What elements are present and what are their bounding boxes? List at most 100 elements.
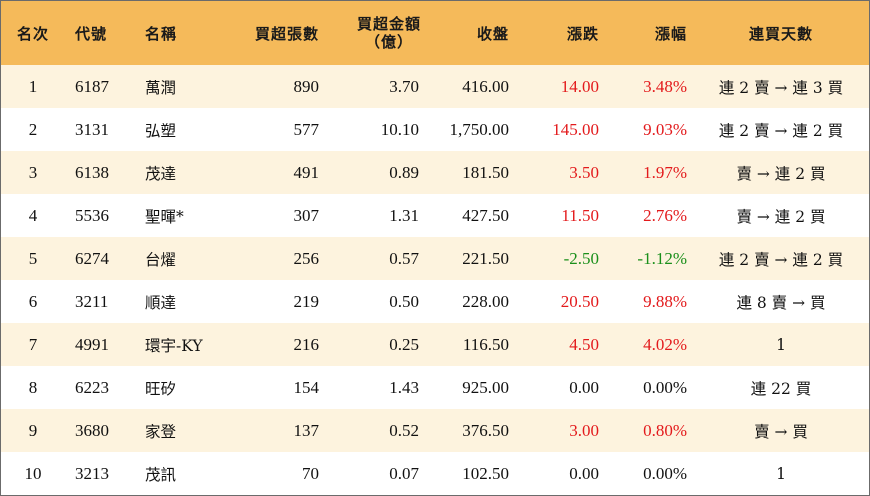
header-net-buy-amount-line1: 買超金額 <box>356 15 421 33</box>
cell-change-pct: 3.48% <box>643 76 687 96</box>
header-net-buy-amount[interactable]: 買超金額 （億） <box>321 1 421 65</box>
table-row[interactable]: 7 4991 環宇-KY 216 0.25 116.50 4.50 4.02% 1 <box>1 323 869 366</box>
cell-net-buy-lots: 216 <box>293 334 320 354</box>
cell-rank: 10 <box>24 463 42 483</box>
cell-code: 3680 <box>75 420 109 440</box>
table-row[interactable]: 9 3680 家登 137 0.52 376.50 3.00 0.80% 賣 → 買 <box>1 409 869 452</box>
cell-net-buy-lots: 890 <box>293 76 320 96</box>
cell-change-pct: 9.88% <box>643 291 687 311</box>
cell-change: 20.50 <box>560 291 599 311</box>
cell-change-pct: 4.02% <box>643 334 687 354</box>
cell-code: 6274 <box>75 248 109 268</box>
table-row[interactable]: 4 5536 聖暉* 307 1.31 427.50 11.50 2.76% 賣 → 連 2 買 <box>1 194 869 237</box>
cell-change-pct: 2.76% <box>643 205 687 225</box>
cell-close: 376.50 <box>462 420 509 440</box>
cell-name: 茂訊 <box>145 465 177 484</box>
cell-streak: 1 <box>776 464 786 483</box>
header-close[interactable]: 收盤 <box>476 24 509 43</box>
cell-streak: 連 8 賣 → 買 <box>736 293 826 312</box>
table-row[interactable]: 3 6138 茂達 491 0.89 181.50 3.50 1.97% 賣 → 連 2 買 <box>1 151 869 194</box>
header-net-buy-amount-line2: （億） <box>364 33 413 51</box>
cell-change: 3.00 <box>569 420 599 440</box>
cell-close: 181.50 <box>462 162 509 182</box>
cell-net-buy-amount: 0.57 <box>389 248 419 268</box>
cell-name: 順達 <box>145 293 177 312</box>
cell-streak: 連 2 賣 → 連 2 買 <box>718 121 844 140</box>
header-streak[interactable]: 連買天數 <box>748 24 813 43</box>
cell-code: 6223 <box>75 377 109 397</box>
cell-rank: 7 <box>28 334 38 354</box>
cell-streak: 連 2 賣 → 連 2 買 <box>718 250 844 269</box>
cell-name: 弘塑 <box>145 121 177 140</box>
cell-net-buy-lots: 307 <box>293 205 320 225</box>
cell-name: 聖暉* <box>145 207 184 226</box>
cell-change: 4.50 <box>569 334 599 354</box>
header-code[interactable]: 代號 <box>75 24 108 43</box>
cell-rank: 4 <box>28 205 38 225</box>
cell-streak: 賣 → 連 2 買 <box>736 207 826 226</box>
table-row[interactable]: 5 6274 台燿 256 0.57 221.50 -2.50 -1.12% 連 2 賣 → 連… <box>1 237 869 280</box>
cell-code: 5536 <box>75 205 109 225</box>
cell-name: 茂達 <box>145 164 177 183</box>
cell-name: 台燿 <box>145 250 177 269</box>
cell-code: 6187 <box>75 76 109 96</box>
cell-net-buy-lots: 577 <box>293 119 320 139</box>
cell-net-buy-amount: 0.50 <box>389 291 419 311</box>
cell-rank: 6 <box>28 291 38 311</box>
cell-close: 925.00 <box>462 377 509 397</box>
cell-name: 環宇-KY <box>145 336 203 355</box>
cell-change-pct: 0.00% <box>643 463 687 483</box>
cell-streak: 連 22 買 <box>750 379 812 398</box>
cell-close: 221.50 <box>462 248 509 268</box>
cell-net-buy-lots: 70 <box>302 463 319 483</box>
table-row[interactable]: 10 3213 茂訊 70 0.07 102.50 0.00 0.00% 1 <box>1 452 869 495</box>
cell-change-pct: 1.97% <box>643 162 687 182</box>
cell-rank: 8 <box>28 377 38 397</box>
cell-net-buy-amount: 0.07 <box>389 463 419 483</box>
cell-name: 萬潤 <box>145 78 177 97</box>
header-rank[interactable]: 名次 <box>16 24 49 43</box>
cell-net-buy-amount: 1.31 <box>389 205 419 225</box>
cell-change-pct: -1.12% <box>637 248 687 268</box>
cell-net-buy-amount: 0.89 <box>389 162 419 182</box>
cell-net-buy-amount: 3.70 <box>389 76 419 96</box>
header-change[interactable]: 漲跌 <box>566 24 599 43</box>
cell-change: 0.00 <box>569 463 599 483</box>
cell-code: 6138 <box>75 162 109 182</box>
cell-streak: 賣 → 連 2 買 <box>736 164 826 183</box>
header-net-buy-lots[interactable]: 買超張數 <box>254 24 319 43</box>
cell-rank: 3 <box>28 162 38 182</box>
cell-code: 3213 <box>75 463 109 483</box>
table-row[interactable]: 6 3211 順達 219 0.50 228.00 20.50 9.88% 連 8 賣 → 買 <box>1 280 869 323</box>
cell-net-buy-lots: 491 <box>293 162 320 182</box>
cell-net-buy-amount: 0.25 <box>389 334 419 354</box>
header-row: 名次 代號 名稱 買超張數 買超金額 （億） 收盤 漲跌 漲幅 連買天數 <box>1 1 869 65</box>
cell-code: 3211 <box>75 291 109 311</box>
cell-change-pct: 9.03% <box>643 119 687 139</box>
cell-rank: 2 <box>28 119 38 139</box>
cell-streak: 連 2 賣 → 連 3 買 <box>718 78 844 97</box>
cell-change: -2.50 <box>563 248 599 268</box>
cell-close: 427.50 <box>462 205 509 225</box>
cell-change: 14.00 <box>560 76 599 96</box>
table-row[interactable]: 8 6223 旺矽 154 1.43 925.00 0.00 0.00% 連 22 買 <box>1 366 869 409</box>
cell-change: 3.50 <box>569 162 599 182</box>
cell-net-buy-lots: 219 <box>293 291 320 311</box>
cell-name: 家登 <box>145 422 177 441</box>
cell-change-pct: 0.00% <box>643 377 687 397</box>
table-row[interactable]: 2 3131 弘塑 577 10.10 1,750.00 145.00 9.03% 連 2 賣 … <box>1 108 869 151</box>
header-name[interactable]: 名稱 <box>145 24 178 43</box>
header-change-pct[interactable]: 漲幅 <box>654 24 687 43</box>
cell-change: 0.00 <box>569 377 599 397</box>
cell-net-buy-lots: 256 <box>293 248 320 268</box>
table-row[interactable]: 1 6187 萬潤 890 3.70 416.00 14.00 3.48% 連 2 賣 → 連 … <box>1 65 869 108</box>
cell-close: 1,750.00 <box>449 119 510 139</box>
cell-change: 11.50 <box>561 205 599 225</box>
cell-net-buy-lots: 137 <box>293 420 320 440</box>
cell-close: 416.00 <box>462 76 509 96</box>
cell-change: 145.00 <box>552 119 599 139</box>
cell-net-buy-amount: 1.43 <box>389 377 419 397</box>
cell-streak: 賣 → 買 <box>754 422 808 441</box>
